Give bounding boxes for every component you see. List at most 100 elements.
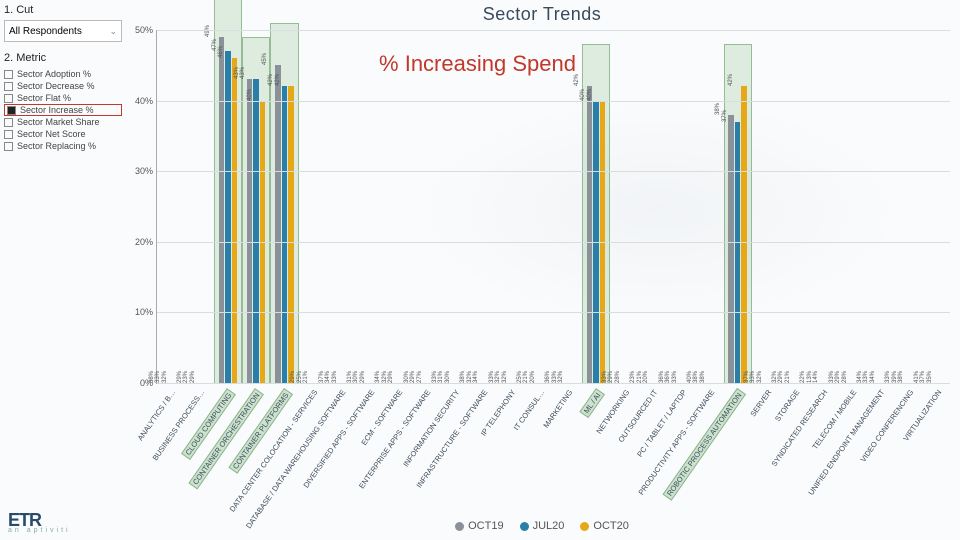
y-tick-label: 20% [129,237,153,247]
brand-logo: ETR an aptiviti [8,513,71,534]
bar-value-label: 37% [319,371,325,383]
bar: 43% [247,79,253,383]
x-label: IT CONSUL… [525,386,553,512]
bar-value-label: 28% [842,371,848,383]
bar-value-label: 38% [693,371,699,383]
legend-item: JUL20 [520,520,565,532]
x-label: DIVERSIFIED APPS - SOFTWARE [355,386,383,512]
cut-dropdown-value: All Respondents [9,26,82,37]
bar-value-label: 37% [920,371,926,383]
metric-option[interactable]: Sector Replacing % [4,140,122,152]
filter-panel: 1. Cut All Respondents ⌄ 2. Metric Secto… [4,4,122,152]
metric-option[interactable]: Sector Net Score [4,128,122,140]
legend-swatch [580,522,589,531]
metric-label: 2. Metric [4,52,122,64]
bar-value-label: 43% [234,67,240,79]
bar-value-label: 29% [608,371,614,383]
bar-group: 49%47%46% [214,30,242,383]
bar-value-label: 33% [489,371,495,383]
bar-value-label: 40% [687,371,693,383]
bar-value-label: 33% [863,371,869,383]
bar-value-label: 38% [700,371,706,383]
bar: 42% [741,86,747,383]
bar-value-label: 21% [303,371,309,383]
bar-value-label: 34% [325,371,331,383]
y-tick-label: 40% [129,96,153,106]
y-tick-label: 50% [129,25,153,35]
bar-value-label: 42% [268,74,274,86]
bar-value-label: 32% [467,371,473,383]
chart-legend: OCT19JUL20OCT20 [128,516,956,536]
metric-option-label: Sector Replacing % [17,141,96,151]
checkbox-icon [4,118,13,127]
chart-plot: 38%33%32%29%23%29%49%47%46%43%43%40%45%4… [156,30,950,384]
bar-value-label: 41% [914,371,920,383]
metric-option[interactable]: Sector Flat % [4,92,122,104]
bar-value-label: 36% [659,371,665,383]
bar-value-label: 29% [778,371,784,383]
metric-option-label: Sector Adoption % [17,69,91,79]
gridline [157,171,950,172]
bar-value-label: 21% [637,371,643,383]
bar-value-label: 33% [829,371,835,383]
bar-value-label: 36% [665,371,671,383]
metric-option-label: Sector Increase % [20,105,94,115]
metric-option[interactable]: Sector Increase % [4,104,122,116]
bar-value-label: 32% [162,371,168,383]
x-axis-labels: ANALYTICS / B…BUSINESS PROCESS…CLOUD COM… [156,386,950,512]
metric-option[interactable]: Sector Adoption % [4,68,122,80]
bar-value-label: 34% [473,371,479,383]
gridline [157,30,950,31]
bar-value-label: 27% [417,371,423,383]
bar-value-label: 32% [772,371,778,383]
bar-value-label: 20% [643,371,649,383]
bar-value-label: 40% [587,89,593,101]
bar-value-label: 21% [523,371,529,383]
metric-option[interactable]: Sector Decrease % [4,80,122,92]
gridline [157,101,950,102]
bar-value-label: 32% [502,371,508,383]
bar: 45% [275,65,281,383]
bar-value-label: 29% [388,371,394,383]
bar-value-label: 23% [630,371,636,383]
metric-option-label: Sector Net Score [17,129,86,139]
bar-value-label: 38% [460,371,466,383]
checkbox-icon [4,94,13,103]
cut-dropdown[interactable]: All Respondents ⌄ [4,20,122,42]
bar-value-label: 29% [190,371,196,383]
bar-value-label: 34% [870,371,876,383]
bar-value-label: 46% [218,46,224,58]
metric-option[interactable]: Sector Market Share [4,116,122,128]
chart-area: Sector Trends 38%33%32%29%23%29%49%47%46… [128,0,956,512]
bar-value-label: 38% [898,371,904,383]
checkbox-icon [4,70,13,79]
checkbox-icon [4,82,13,91]
bar-value-label: 36% [545,371,551,383]
bar-value-label: 47% [212,39,218,51]
bar-value-label: 29% [835,371,841,383]
checkbox-icon [4,142,13,151]
chevron-down-icon: ⌄ [109,26,117,37]
legend-swatch [455,522,464,531]
bar: 42% [282,86,288,383]
bar-value-label: 21% [785,371,791,383]
legend-swatch [520,522,529,531]
bar: 46% [232,58,238,383]
bar-value-label: 38% [715,103,721,115]
bar-value-label: 20% [530,371,536,383]
metric-option-label: Sector Decrease % [17,81,95,91]
metric-option-label: Sector Flat % [17,93,71,103]
legend-item: OCT20 [580,520,628,532]
x-label: ROBOTIC PROCESS AUTOMATION [723,386,751,512]
bar-value-label: 31% [438,371,444,383]
bar-value-label: 28% [615,371,621,383]
bar-value-label: 35% [927,371,933,383]
bar-value-label: 30% [445,371,451,383]
legend-label: JUL20 [533,520,565,532]
bar-value-label: 32% [495,371,501,383]
bar-value-label: 23% [183,371,189,383]
bar: 43% [253,79,259,383]
y-tick-label: 0% [129,378,153,388]
bar-value-label: 34% [375,371,381,383]
bar: 37% [735,122,741,383]
